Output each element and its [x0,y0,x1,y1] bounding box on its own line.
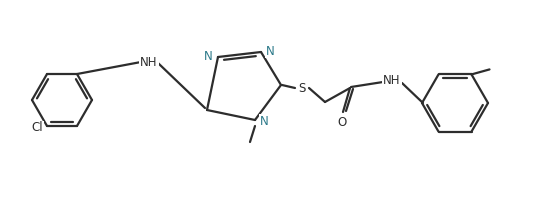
Text: NH: NH [140,55,158,69]
Text: N: N [260,114,269,128]
Text: N: N [266,45,274,57]
Text: Cl: Cl [31,122,43,134]
Text: NH: NH [383,73,401,87]
Text: O: O [337,115,346,129]
Text: N: N [204,50,213,63]
Text: S: S [298,82,306,94]
